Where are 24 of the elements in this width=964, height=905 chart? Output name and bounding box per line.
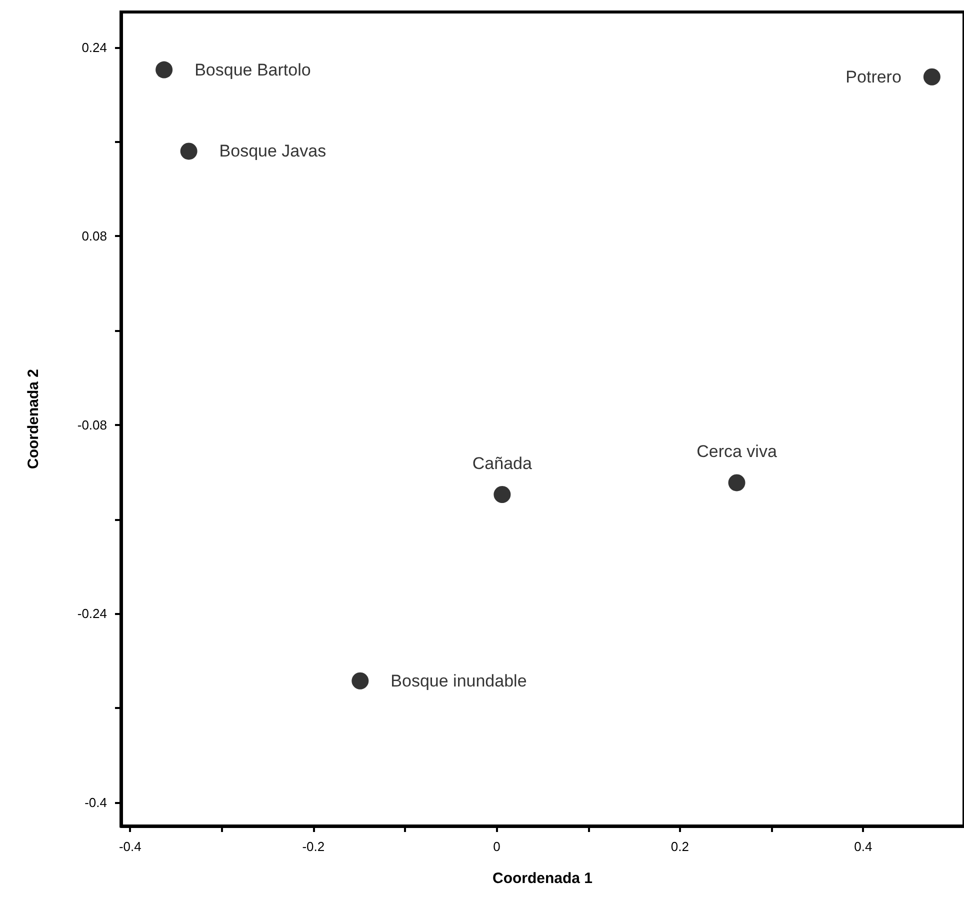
data-label: Cerca viva	[696, 442, 778, 462]
data-label: Cañada	[472, 454, 532, 473]
point	[494, 486, 511, 503]
point	[180, 142, 198, 160]
y-tick-label: -0.08	[77, 417, 107, 432]
x-tick-label: 0.2	[670, 839, 689, 854]
x-axis-title: Coordenada 1	[492, 870, 593, 887]
x-tick-label: 0	[493, 839, 500, 854]
data-label: Bosque inundable	[390, 671, 527, 690]
point	[156, 61, 173, 78]
y-tick-label: -0.24	[77, 606, 107, 622]
x-tick-label: -0.4	[118, 839, 142, 854]
x-tick-label: 0.4	[854, 839, 872, 854]
y-tick-label: 0.24	[82, 40, 107, 55]
data-label: Bosque Javas	[219, 142, 326, 161]
y-tick-label: -0.4	[84, 794, 107, 810]
data-label: Bosque Bartolo	[194, 60, 311, 80]
data-label: Potrero	[846, 67, 902, 86]
x-tick-label: -0.2	[302, 839, 325, 854]
point	[728, 474, 746, 492]
y-tick-label: 0.08	[82, 228, 107, 244]
point	[923, 68, 940, 86]
y-axis-title: Coordenada 2	[25, 368, 42, 470]
point	[352, 672, 369, 690]
